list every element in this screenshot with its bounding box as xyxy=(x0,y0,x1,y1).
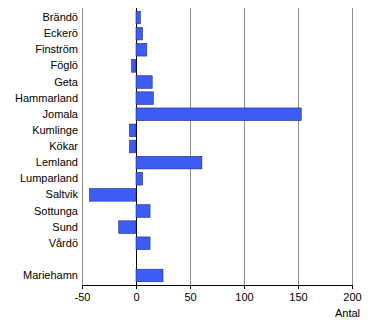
category-label: Sottunga xyxy=(34,205,79,217)
chart: -50 0 50 100 150 200 Brändö Eckerö Finström Föglö… xyxy=(0,0,372,331)
bar xyxy=(130,124,136,137)
grid-line xyxy=(190,8,191,285)
category-label: Geta xyxy=(54,76,79,88)
tick: Hammarland xyxy=(15,92,82,104)
category-label: Saltvik xyxy=(46,188,79,200)
bar xyxy=(136,205,150,218)
tick: 200 xyxy=(343,285,361,303)
tick: Jomala xyxy=(43,108,82,120)
tick: Mariehamn xyxy=(23,269,82,281)
category-label: Kökar xyxy=(49,140,78,152)
tick: 0 xyxy=(133,285,139,303)
tick-mark xyxy=(352,285,353,289)
tick: Saltvik xyxy=(46,188,82,200)
category-label: Föglö xyxy=(50,59,78,71)
grid-line xyxy=(82,8,83,285)
tick: Kumlinge xyxy=(32,124,82,136)
tick: 150 xyxy=(289,285,307,303)
tick-mark xyxy=(136,285,137,289)
bar xyxy=(119,221,136,234)
tick-mark xyxy=(82,285,83,289)
tick: Finström xyxy=(35,43,82,55)
category-label: Mariehamn xyxy=(23,269,78,281)
category-label: Kumlinge xyxy=(32,124,78,136)
tick: Lemland xyxy=(36,156,82,168)
grid-line xyxy=(244,8,245,285)
category-label: Finström xyxy=(35,43,78,55)
tick: Sottunga xyxy=(34,205,82,217)
x-axis: -50 0 50 100 150 200 xyxy=(75,285,362,303)
bar xyxy=(136,27,142,40)
bar xyxy=(136,76,152,89)
bar xyxy=(136,269,163,282)
bar xyxy=(136,237,150,250)
tick: 100 xyxy=(235,285,253,303)
y-axis: Brändö Eckerö Finström Föglö Geta Hammarland J… xyxy=(15,11,82,281)
bar xyxy=(136,172,142,185)
grid-line xyxy=(298,8,299,285)
bar xyxy=(136,43,147,56)
axis-line xyxy=(83,286,353,290)
tick-label: 150 xyxy=(289,291,307,303)
tick-label: 50 xyxy=(184,291,196,303)
tick: Vårdö xyxy=(49,237,82,249)
bar xyxy=(136,156,202,169)
tick: Geta xyxy=(54,76,82,88)
bar xyxy=(136,11,140,24)
bar xyxy=(130,140,136,153)
plot: -50 0 50 100 150 200 Brändö Eckerö Finström Föglö… xyxy=(15,8,362,303)
tick: 50 xyxy=(184,285,196,303)
grid xyxy=(82,8,352,285)
bar xyxy=(136,108,301,121)
axis-title: Antal xyxy=(335,307,360,319)
category-label: Jomala xyxy=(43,108,79,120)
bars xyxy=(90,11,302,282)
category-label: Sund xyxy=(52,221,78,233)
tick: Brändö xyxy=(43,11,82,23)
tick-mark xyxy=(190,285,191,289)
tick-mark xyxy=(298,285,299,289)
tick: Eckerö xyxy=(44,27,82,39)
tick-label: 100 xyxy=(235,291,253,303)
tick: Lumparland xyxy=(20,172,82,184)
tick-label: 0 xyxy=(133,291,139,303)
category-label: Brändö xyxy=(43,11,78,23)
bar xyxy=(90,189,136,202)
tick-mark xyxy=(244,285,245,289)
bar xyxy=(132,60,136,73)
grid-line xyxy=(352,8,353,285)
category-label: Lumparland xyxy=(20,172,78,184)
category-label: Eckerö xyxy=(44,27,78,39)
tick: -50 xyxy=(75,285,91,303)
category-label: Vårdö xyxy=(49,237,78,249)
tick: Föglö xyxy=(50,59,82,71)
category-label: Lemland xyxy=(36,156,78,168)
tick: Kökar xyxy=(49,140,82,152)
tick-label: 200 xyxy=(343,291,361,303)
bar xyxy=(136,92,153,105)
tick: Sund xyxy=(52,221,82,233)
tick-label: -50 xyxy=(75,291,91,303)
category-label: Hammarland xyxy=(15,92,78,104)
